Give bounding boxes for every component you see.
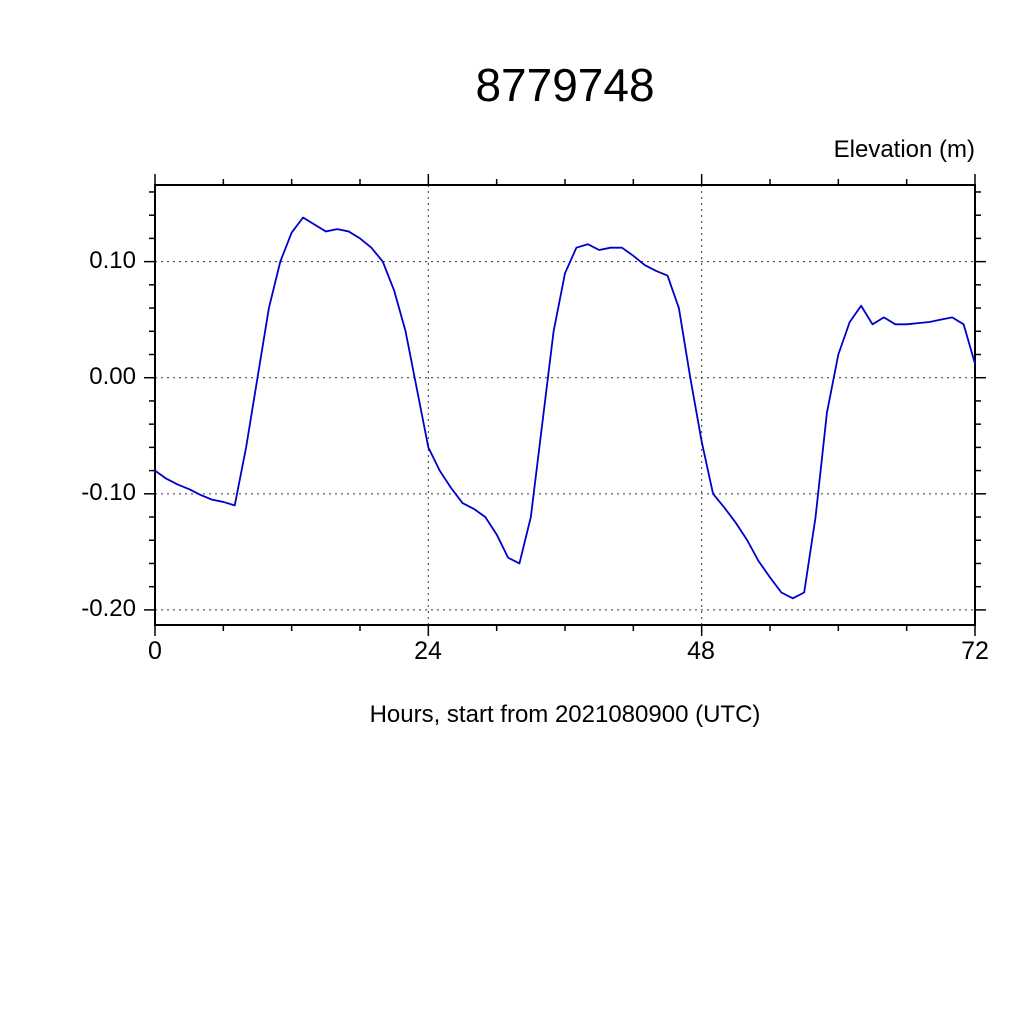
y-tick-label: 0.10	[89, 247, 136, 274]
chart-title: 8779748	[475, 59, 655, 111]
y-tick-label: 0.00	[89, 363, 136, 390]
x-tick-label: 0	[148, 637, 162, 665]
y-tick-label: -0.10	[81, 479, 136, 506]
x-tick-label: 72	[961, 637, 989, 665]
y-axis-label: Elevation (m)	[833, 136, 975, 163]
x-axis-label: Hours, start from 2021080900 (UTC)	[369, 701, 761, 728]
x-tick-label: 24	[414, 637, 442, 665]
x-tick-label: 48	[687, 637, 715, 665]
y-tick-label: -0.20	[81, 595, 136, 622]
plot-border	[154, 184, 976, 626]
elevation-series-line	[154, 216, 976, 600]
